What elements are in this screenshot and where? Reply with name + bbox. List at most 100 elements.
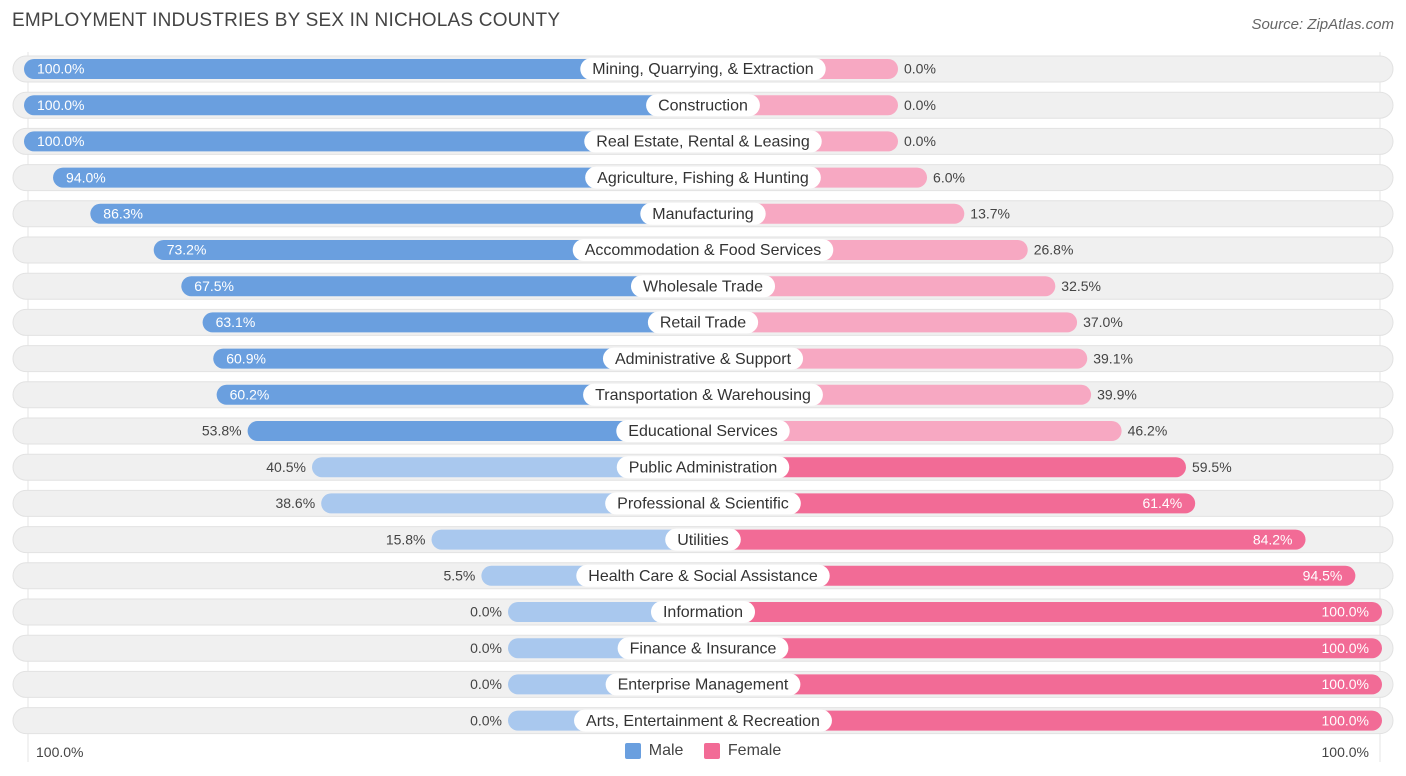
category-label: Professional & Scientific	[605, 492, 801, 515]
category-pill	[646, 94, 760, 117]
male-value-label: 0.0%	[470, 640, 502, 656]
category-text: Information	[663, 604, 743, 621]
female-value-label: 100.0%	[1322, 676, 1369, 692]
category-text: Finance & Insurance	[630, 640, 777, 657]
female-value-label: 59.5%	[1192, 459, 1232, 475]
category-text: Utilities	[677, 532, 729, 549]
male-value-label: 60.9%	[226, 350, 266, 366]
category-text: Mining, Quarrying, & Extraction	[592, 61, 813, 78]
female-bar	[703, 457, 1186, 478]
female-value-label: 84.2%	[1253, 531, 1293, 547]
category-pill	[665, 528, 741, 551]
male-bar	[24, 131, 703, 152]
female-value-label: 37.0%	[1083, 314, 1123, 330]
male-value-label: 0.0%	[470, 712, 502, 728]
category-text: Administrative & Support	[615, 351, 792, 368]
female-value-label: 26.8%	[1034, 242, 1074, 258]
category-label: Administrative & Support	[602, 347, 804, 370]
category-pill	[616, 420, 790, 442]
category-pill	[650, 601, 756, 623]
male-value-label: 0.0%	[470, 676, 502, 692]
category-pill	[602, 347, 804, 370]
male-bar	[216, 384, 703, 405]
female-value-label: 32.5%	[1061, 278, 1101, 294]
male-value-label: 60.2%	[230, 387, 270, 403]
female-value-label: 39.1%	[1093, 350, 1133, 366]
male-value-label: 94.0%	[66, 169, 106, 185]
category-label: Finance & Insurance	[617, 637, 789, 660]
category-text: Arts, Entertainment & Recreation	[586, 713, 820, 730]
male-bar	[202, 312, 703, 333]
male-bar	[311, 457, 703, 478]
male-value-label: 15.8%	[386, 531, 426, 547]
category-text: Enterprise Management	[618, 677, 789, 694]
legend-female-label: Female	[727, 742, 782, 759]
category-pill	[640, 202, 766, 225]
male-bar	[181, 276, 704, 297]
category-label: Educational Services	[616, 420, 790, 442]
female-bar	[703, 674, 1382, 695]
female-value-label: 0.0%	[904, 133, 936, 149]
category-label: Health Care & Social Assistance	[576, 564, 830, 587]
male-bar	[431, 529, 703, 550]
legend-male-label: Male	[648, 742, 684, 759]
category-text: Professional & Scientific	[617, 496, 789, 513]
legend: Male Female	[0, 742, 1406, 764]
female-bar	[703, 203, 965, 224]
female-value-label: 0.0%	[904, 61, 936, 77]
female-value-label: 46.2%	[1128, 423, 1168, 439]
category-pill	[576, 564, 830, 587]
category-pill	[647, 311, 759, 334]
female-value-label: 100.0%	[1322, 640, 1369, 656]
female-value-label: 100.0%	[1322, 604, 1369, 620]
axis-left-label: 100.0%	[36, 744, 84, 760]
male-value-label: 5.5%	[443, 568, 475, 584]
category-pill	[584, 130, 822, 153]
category-label: Public Administration	[616, 456, 790, 479]
legend-male-swatch	[624, 743, 641, 759]
female-bar	[703, 602, 1382, 622]
male-value-label: 63.1%	[216, 314, 256, 330]
female-bar	[703, 276, 1056, 297]
female-value-label: 94.5%	[1303, 568, 1343, 584]
male-value-label: 100.0%	[37, 133, 84, 149]
category-text: Accommodation & Food Services	[585, 242, 822, 259]
category-pill	[617, 637, 789, 660]
female-bar	[703, 312, 1078, 333]
category-pill	[605, 492, 801, 515]
female-bar	[703, 529, 1306, 550]
category-label: Retail Trade	[647, 311, 759, 334]
axis-right-label: 100.0%	[1321, 744, 1369, 760]
male-bar	[90, 203, 704, 224]
female-bar	[703, 565, 1356, 586]
category-label: Utilities	[665, 528, 741, 551]
male-value-label: 73.2%	[167, 242, 207, 258]
category-pill	[605, 673, 801, 696]
male-value-label: 53.8%	[202, 423, 242, 439]
category-text: Educational Services	[628, 423, 777, 440]
male-bar	[213, 348, 703, 369]
female-value-label: 100.0%	[1322, 712, 1369, 728]
category-text: Manufacturing	[652, 206, 753, 223]
female-value-label: 0.0%	[904, 97, 936, 113]
chart-title: EMPLOYMENT INDUSTRIES BY SEX IN NICHOLAS…	[12, 10, 561, 31]
female-value-label: 6.0%	[933, 169, 965, 185]
category-label: Real Estate, Rental & Leasing	[584, 130, 822, 153]
female-bar	[703, 421, 1122, 441]
male-value-label: 38.6%	[275, 495, 315, 511]
category-label: Wholesale Trade	[630, 275, 776, 298]
category-label: Accommodation & Food Services	[572, 239, 834, 261]
category-text: Transportation & Warehousing	[595, 387, 811, 404]
category-pill	[616, 456, 790, 479]
category-pill	[583, 383, 823, 406]
category-label: Information	[650, 601, 756, 623]
female-bar	[703, 710, 1382, 731]
female-value-label: 13.7%	[970, 206, 1010, 222]
category-label: Arts, Entertainment & Recreation	[574, 709, 832, 732]
source-label: Source: ZipAtlas.com	[1251, 16, 1394, 33]
female-value-label: 39.9%	[1097, 387, 1137, 403]
male-value-label: 67.5%	[194, 278, 234, 294]
category-pill	[580, 58, 826, 80]
male-bar	[247, 421, 703, 441]
